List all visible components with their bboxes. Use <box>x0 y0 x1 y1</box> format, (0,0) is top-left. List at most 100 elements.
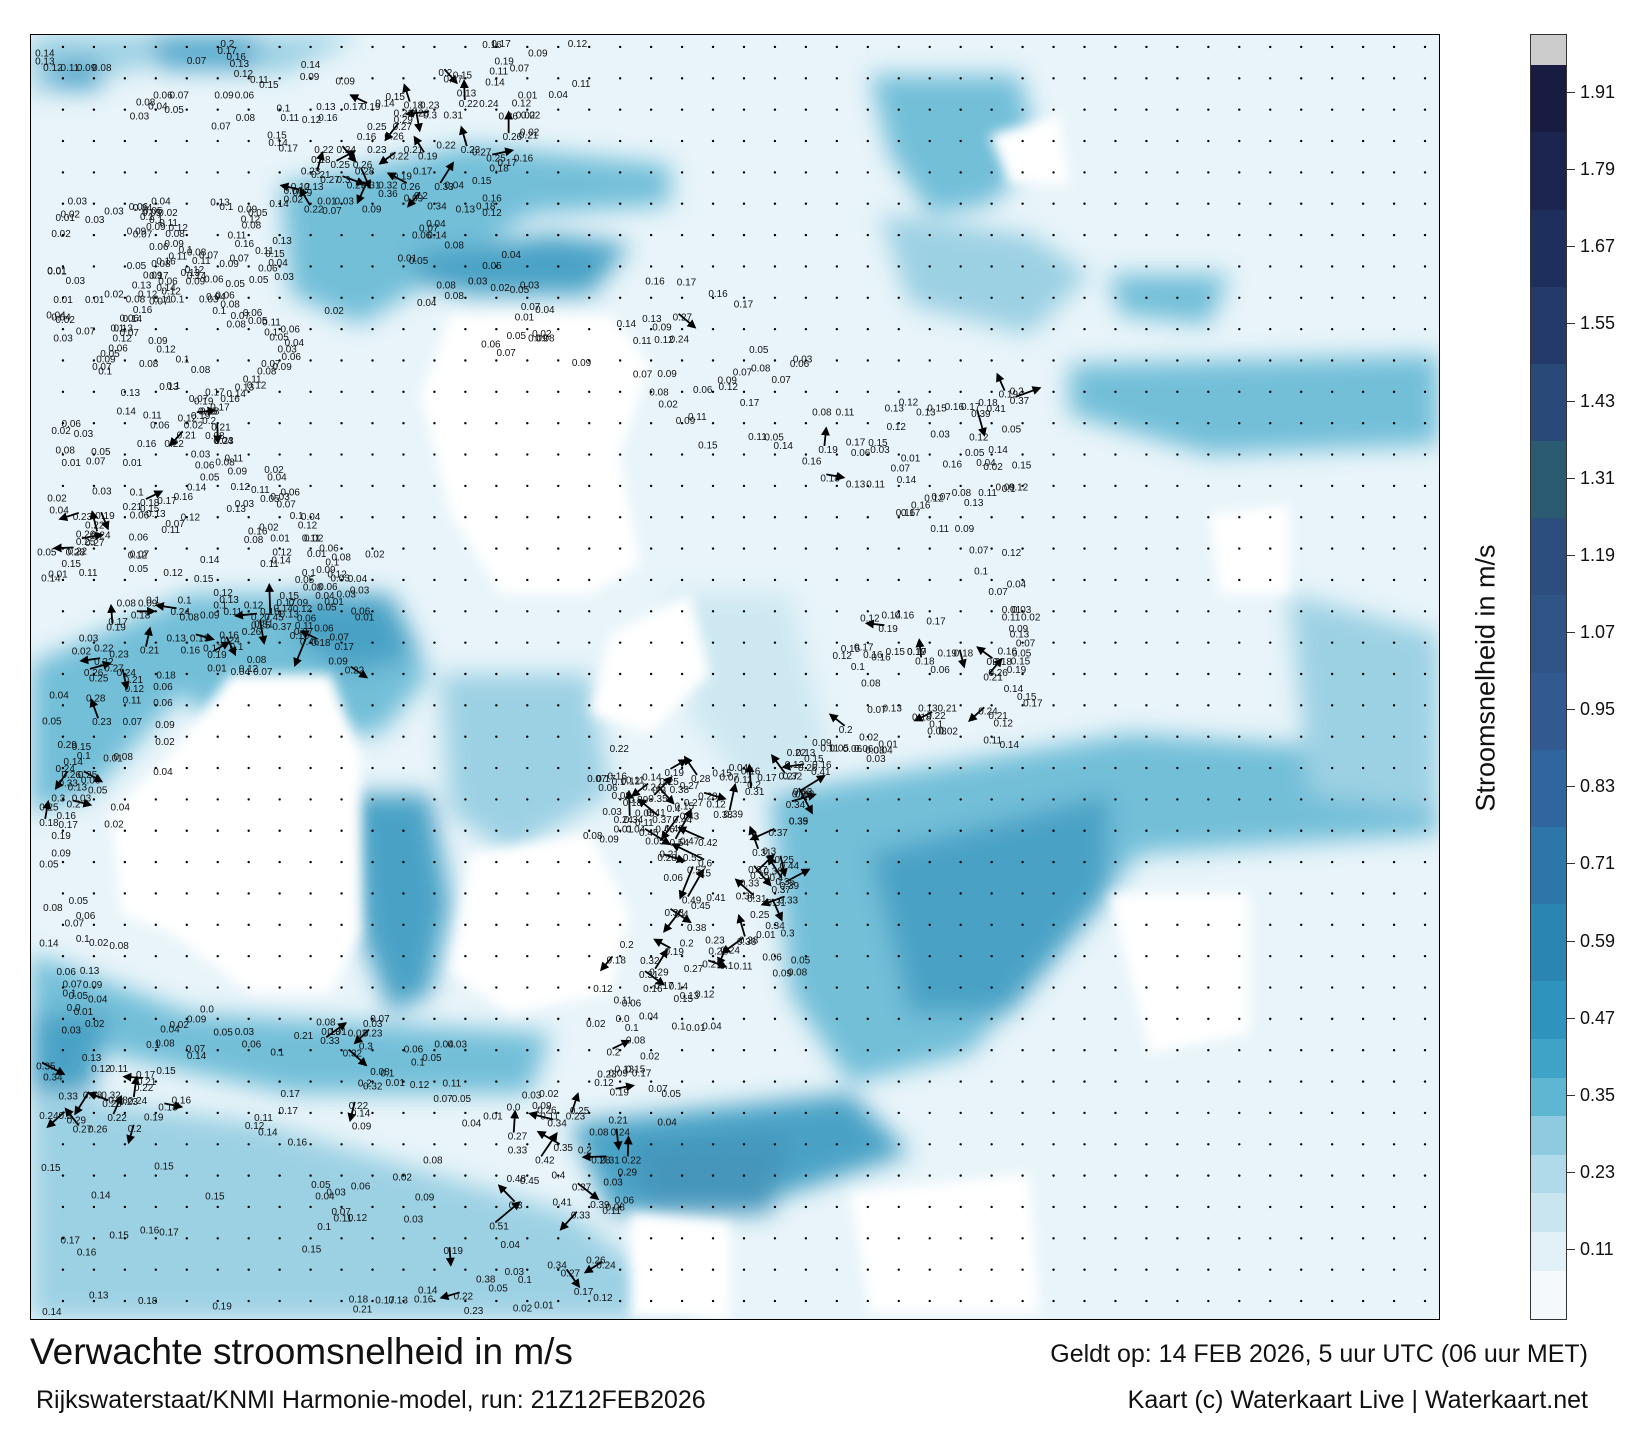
grid-dot <box>526 45 529 49</box>
grid-dot <box>804 1143 808 1146</box>
speed-label: 0.21 <box>137 1077 157 1088</box>
grid-dot <box>185 296 188 299</box>
speed-label: 0.16 <box>172 1095 192 1106</box>
grid-dot <box>433 296 436 299</box>
speed-label: 0.08 <box>589 1128 609 1139</box>
speed-label: 0.14 <box>268 138 288 149</box>
speed-label: 0.24 <box>978 706 998 717</box>
speed-label: 0.22 <box>454 1291 474 1302</box>
grid-dot <box>588 1205 591 1209</box>
grid-dot <box>123 171 127 174</box>
speed-label: 0.16 <box>156 257 176 268</box>
grid-dot <box>557 986 560 989</box>
grid-dot <box>154 641 158 644</box>
grid-dot <box>866 1111 870 1115</box>
grid-dot <box>1207 1205 1210 1209</box>
grid-dot <box>154 986 158 989</box>
grid-dot <box>61 1205 65 1209</box>
grid-dot <box>1114 1049 1117 1052</box>
speed-label: 0.07 <box>149 297 169 308</box>
speed-label: 0.1 <box>176 354 190 365</box>
speed-label: 0.06 <box>76 911 96 922</box>
grid-dot <box>1330 1017 1334 1021</box>
grid-dot <box>185 829 188 832</box>
current-arrow <box>258 620 268 645</box>
grid-dot <box>866 265 870 268</box>
grid-dot <box>309 1080 312 1083</box>
speed-label: 0.17 <box>159 1228 179 1239</box>
speed-label: 0.13 <box>227 504 247 515</box>
grid-dot <box>92 1080 96 1083</box>
grid-dot <box>711 516 715 519</box>
speed-label: 0.14 <box>774 441 794 452</box>
grid-dot <box>92 1111 96 1115</box>
grid-dot <box>92 923 96 927</box>
speed-label: 0.14 <box>200 555 220 566</box>
grid-dot <box>371 359 374 362</box>
grid-dot <box>495 1205 498 1209</box>
grid-dot <box>1423 704 1427 707</box>
speed-label: 0.21 <box>124 675 144 686</box>
speed-label: 0.33 <box>320 1036 340 1047</box>
grid-dot <box>990 798 993 801</box>
speed-label: 0.6 <box>698 859 712 870</box>
grid-dot <box>185 139 188 143</box>
speed-label: 0.15 <box>698 440 718 451</box>
grid-dot <box>959 77 962 80</box>
grid-dot <box>309 1049 312 1052</box>
grid-dot <box>526 296 529 299</box>
speed-label: 0.12 <box>969 433 989 444</box>
speed-label: 0.06 <box>598 783 618 794</box>
grid-dot <box>773 390 777 394</box>
grid-dot <box>680 923 684 927</box>
grid-dot <box>990 1205 993 1209</box>
grid-dot <box>649 453 653 456</box>
speed-label: 0.23 <box>566 1112 586 1123</box>
grid-dot <box>588 233 591 237</box>
grid-dot <box>1330 296 1334 299</box>
grid-dot <box>680 296 684 299</box>
speed-label: 0.09 <box>328 656 348 667</box>
grid-dot <box>247 1174 250 1177</box>
grid-dot <box>773 108 777 111</box>
grid-dot <box>557 1237 560 1240</box>
speed-label: 0.03 <box>274 272 294 283</box>
current-arrow <box>265 582 275 614</box>
speed-label: 0.17 <box>210 403 230 414</box>
speed-label: 0.03 <box>235 1027 255 1038</box>
grid-dot <box>1392 516 1396 519</box>
speed-label: 0.07 <box>329 633 349 644</box>
grid-dot <box>1207 484 1210 488</box>
speed-label: 0.06 <box>762 952 782 963</box>
speed-label: 0.07 <box>294 627 314 638</box>
grid-dot <box>247 265 250 268</box>
speed-label: 0.03 <box>62 1025 82 1036</box>
speed-label: 0.1 <box>98 367 112 378</box>
speed-label: 0.16 <box>945 402 965 413</box>
speed-label: 0.08 <box>316 1018 336 1029</box>
grid-dot <box>1299 45 1303 49</box>
grid-dot <box>1361 421 1365 425</box>
grid-dot <box>1269 202 1272 205</box>
speed-label: 0.05 <box>662 1089 682 1100</box>
grid-dot <box>866 139 870 143</box>
grid-dot <box>278 139 281 143</box>
grid-dot <box>990 766 993 770</box>
grid-dot <box>618 735 622 738</box>
grid-dot <box>680 1268 684 1271</box>
speed-label: 0.2 <box>578 1145 592 1156</box>
model-source: Rijkswaterstaat/KNMI Harmonie-model, run… <box>36 1386 706 1414</box>
grid-dot <box>464 641 467 644</box>
grid-dot <box>402 735 405 738</box>
grid-dot <box>123 829 127 832</box>
grid-dot <box>680 453 684 456</box>
current-arrow <box>87 1091 109 1102</box>
grid-dot <box>309 45 312 49</box>
speed-label: 0.08 <box>227 320 247 331</box>
grid-dot <box>154 265 158 268</box>
current-arrow <box>624 789 634 816</box>
speed-label: 0.05 <box>42 716 62 727</box>
current-arrow <box>721 937 744 954</box>
grid-dot <box>897 390 900 394</box>
grid-dot <box>804 1080 808 1083</box>
